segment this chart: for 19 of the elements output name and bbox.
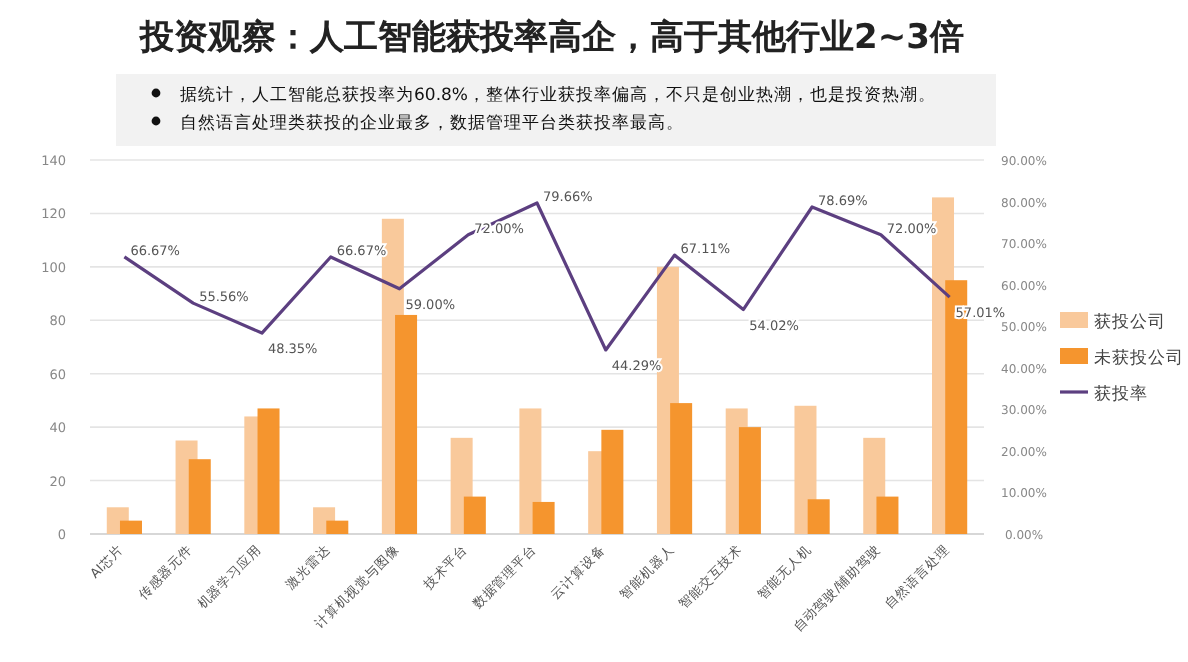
bar [601,429,624,534]
bar [257,408,280,534]
bar [326,520,349,534]
legend-label: 获投率 [1094,383,1148,405]
legend-label: 未获投公司 [1094,347,1184,369]
text: 自然语言处理类获投的企业最多，数据管理平台类获投率最高。 [180,112,684,134]
bar [738,427,761,534]
chart-title: 投资观察：人工智能获投率高企，高于其他行业2~3倍 [138,18,964,58]
legend-label: 获投公司 [1094,311,1166,333]
bar [188,459,211,534]
bar [519,408,542,534]
bar [532,501,555,534]
bar [670,403,693,534]
bar [463,496,486,534]
bar [395,314,418,534]
bar [876,496,899,534]
bar [119,520,142,534]
text: 据统计，人工智能总获投率为60.8%，整体行业获投率偏高，不只是创业热潮，也是投资热潮。 [180,84,937,106]
bar [807,499,830,534]
